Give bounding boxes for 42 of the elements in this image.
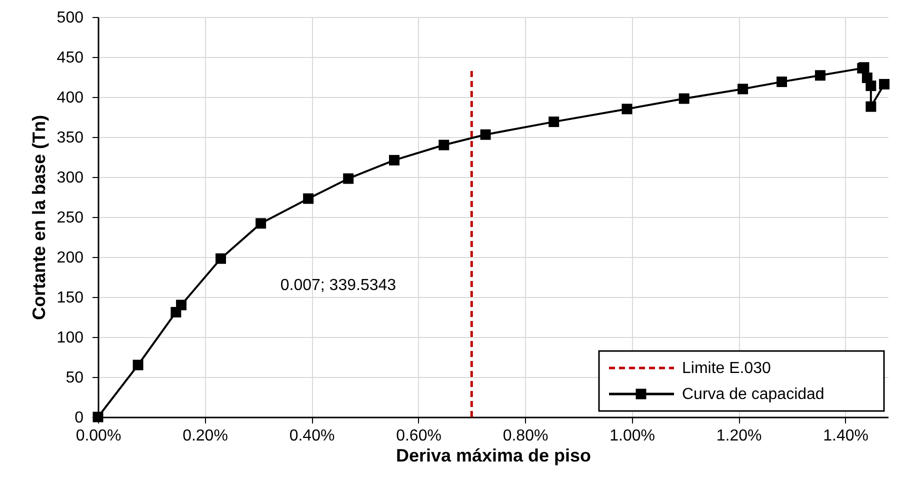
x-tick-label: 1.00% <box>610 428 655 444</box>
point <box>814 70 826 81</box>
y-tick-label: 50 <box>66 370 84 386</box>
y-tick-label: 0 <box>74 410 84 426</box>
x-tick-label: 0.60% <box>396 428 442 444</box>
y-tick-label: 300 <box>56 170 84 186</box>
y-tick-label: 500 <box>56 10 84 26</box>
point <box>480 129 491 140</box>
point <box>303 193 314 204</box>
annotation: 0.007; 339.5343 <box>280 277 396 294</box>
y-tick-label: 200 <box>56 250 84 266</box>
x-tick-label: 0.00% <box>76 428 122 444</box>
y-tick-label: 250 <box>56 210 84 226</box>
y-tick-label: 350 <box>56 130 84 146</box>
point <box>132 360 144 370</box>
legend-label: Curva de capacidad <box>682 386 824 403</box>
point <box>678 93 690 104</box>
point <box>866 101 876 112</box>
y-axis-title: Cortante en la base (Tn) <box>28 114 49 320</box>
legend-label: Limite E.030 <box>682 360 772 377</box>
point <box>776 76 788 88</box>
point <box>256 218 266 229</box>
point <box>738 84 748 94</box>
y-tick-label: 450 <box>56 50 84 66</box>
x-tick-label: 0.80% <box>502 428 548 444</box>
point <box>216 253 226 264</box>
x-axis-title: Deriva máxima de piso <box>396 446 592 466</box>
point <box>866 80 876 92</box>
x-tick-label: 0.20% <box>182 428 228 444</box>
x-tick-label: 0.40% <box>289 428 335 444</box>
point <box>879 78 890 90</box>
point <box>176 300 187 310</box>
y-tick-label: 400 <box>56 90 84 106</box>
point <box>343 173 354 184</box>
y-tick-label: 100 <box>56 330 84 346</box>
point <box>438 140 450 150</box>
point <box>548 116 560 128</box>
y-tick-label: 150 <box>56 290 84 306</box>
x-tick-label: 1.40% <box>823 428 868 444</box>
point <box>389 154 400 166</box>
x-tick-label: 1.20% <box>716 428 762 444</box>
point <box>622 104 632 114</box>
